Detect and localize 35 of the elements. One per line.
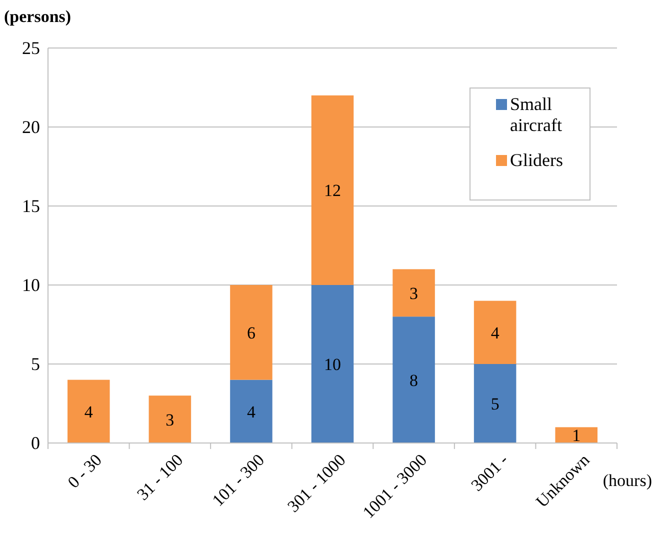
y-tick-label: 20	[22, 117, 40, 137]
bar	[392, 316, 435, 443]
data-label: 6	[246, 323, 256, 342]
bar	[230, 380, 272, 443]
bar	[311, 285, 354, 443]
data-label: 4	[490, 323, 500, 342]
data-label: 10	[324, 355, 341, 374]
y-tick-label: 25	[22, 38, 40, 58]
y-tick-label: 10	[22, 275, 40, 295]
data-label: 5	[490, 394, 500, 414]
bar	[474, 300, 516, 364]
y-axis-title: (persons)	[4, 7, 72, 26]
legend-label: Gliders	[510, 150, 563, 170]
y-tick-label: 0	[31, 433, 40, 453]
bar	[148, 396, 192, 443]
x-axis-title: (hours)	[602, 471, 652, 490]
data-label: 4	[84, 402, 94, 422]
y-tick-label: 5	[31, 354, 40, 374]
bar	[230, 285, 272, 380]
data-label: 8	[410, 370, 418, 390]
x-tick-label: 0 - 30	[64, 450, 106, 492]
bar	[311, 95, 354, 285]
bar	[68, 380, 110, 443]
y-tick-label: 15	[22, 196, 40, 216]
data-label: 4	[246, 402, 256, 422]
data-label: 12	[324, 181, 341, 200]
data-label: 3	[166, 410, 174, 430]
bar	[474, 364, 516, 443]
bar	[555, 427, 598, 443]
legend-label: Small aircraft	[510, 94, 562, 135]
x-tick-label: 101 - 300	[208, 450, 268, 510]
data-label: 3	[410, 284, 418, 303]
data-label: 1	[572, 426, 581, 446]
bar	[392, 269, 435, 317]
x-tick-label: 31 - 100	[133, 450, 187, 504]
